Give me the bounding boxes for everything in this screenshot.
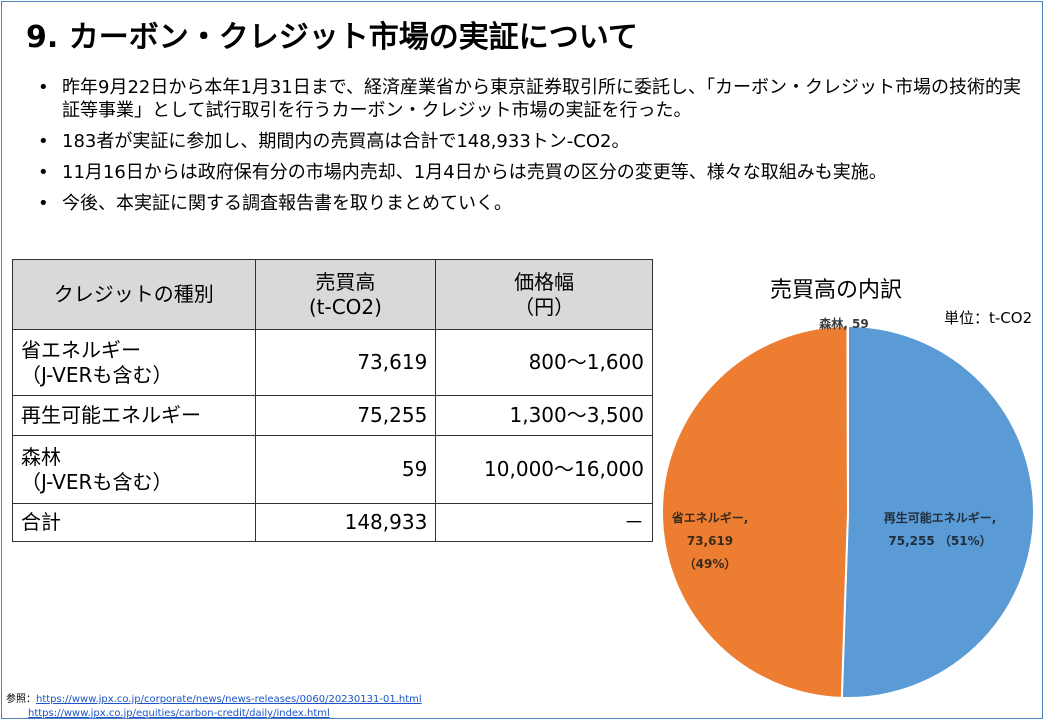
page-title: 9. カーボン・クレジット市場の実証について — [26, 20, 638, 55]
header-price-range: 価格幅 （円） — [435, 259, 653, 330]
pie-label-renewable-line: 再生可能エネルギー, — [884, 510, 997, 525]
pie-label-energy-saving-line: （49%） — [684, 556, 737, 571]
pie-label-forest: 森林, 59 — [819, 316, 868, 331]
pie-slice-renewable — [840, 324, 1035, 699]
pie-label-energy-saving-line: 73,619 — [687, 534, 733, 548]
credit-type-cell: 再生可能エネルギー — [12, 395, 256, 436]
volume-cell: 73,619 — [254, 329, 437, 396]
table-row: 合計 148,933 － — [12, 503, 653, 542]
credit-table: クレジットの種別 売買高 (t-CO2) 価格幅 （円） 省エネルギー （J-VERも… — [12, 259, 653, 542]
header-volume: 売買高 (t-CO2) — [254, 259, 437, 330]
pie-label-renewable-line: 75,255 （51%） — [888, 533, 991, 548]
price-cell: 1,300～3,500 — [435, 395, 653, 436]
table-row: 森林 （J-VERも含む） 59 10,000～16,000 — [12, 435, 653, 504]
credit-type-cell: 合計 — [12, 503, 256, 542]
price-cell: 800～1,600 — [435, 329, 653, 396]
bullet-list: 昨年9月22日から本年1月31日まで、経済産業省から東京証券取引所に委託し、「カ… — [34, 76, 1024, 223]
price-cell: 10,000～16,000 — [435, 435, 653, 504]
chart-title: 売買高の内訳 — [770, 278, 903, 303]
pie-chart: 再生可能エネルギー, 75,255 （51%） 省エネルギー, 73,619 （49%）… — [661, 316, 1035, 699]
pie-label-forest-line: 森林, 59 — [819, 316, 868, 331]
pie-slice-energy-saving — [661, 324, 850, 699]
table-row: 再生可能エネルギー 75,255 1,300～3,500 — [12, 395, 653, 436]
header-credit-type: クレジットの種別 — [12, 259, 256, 330]
volume-cell: 148,933 — [254, 503, 437, 542]
bullet-item: 11月16日からは政府保有分の市場内売却、1月4日からは売買の区分の変更等、様々… — [34, 161, 1024, 184]
references: 参照：https://www.jpx.co.jp/corporate/news/… — [6, 693, 422, 721]
reference-link[interactable]: https://www.jpx.co.jp/corporate/news/new… — [36, 694, 422, 705]
chart-unit-label: 単位：t-CO2 — [944, 309, 1033, 327]
reference-link[interactable]: https://www.jpx.co.jp/equities/carbon-cr… — [28, 708, 330, 719]
credit-type-cell: 省エネルギー （J-VERも含む） — [12, 329, 256, 396]
bullet-item: 今後、本実証に関する調査報告書を取りまとめていく。 — [34, 192, 1024, 215]
references-prefix: 参照： — [6, 694, 36, 705]
pie-label-energy-saving: 省エネルギー, 73,619 （49%） — [671, 510, 749, 571]
bullet-item: 183者が実証に参加し、期間内の売買高は合計で148,933トン-CO2。 — [34, 130, 1024, 153]
table-row: 省エネルギー （J-VERも含む） 73,619 800～1,600 — [12, 329, 653, 396]
pie-label-renewable: 再生可能エネルギー, 75,255 （51%） — [884, 510, 997, 548]
table-header-row: クレジットの種別 売買高 (t-CO2) 価格幅 （円） — [12, 259, 653, 330]
volume-cell: 59 — [254, 435, 437, 504]
pie-label-energy-saving-line: 省エネルギー, — [671, 510, 749, 525]
bullet-item: 昨年9月22日から本年1月31日まで、経済産業省から東京証券取引所に委託し、「カ… — [34, 76, 1024, 122]
volume-cell: 75,255 — [254, 395, 437, 436]
credit-type-cell: 森林 （J-VERも含む） — [12, 435, 256, 504]
price-cell: － — [435, 503, 653, 542]
